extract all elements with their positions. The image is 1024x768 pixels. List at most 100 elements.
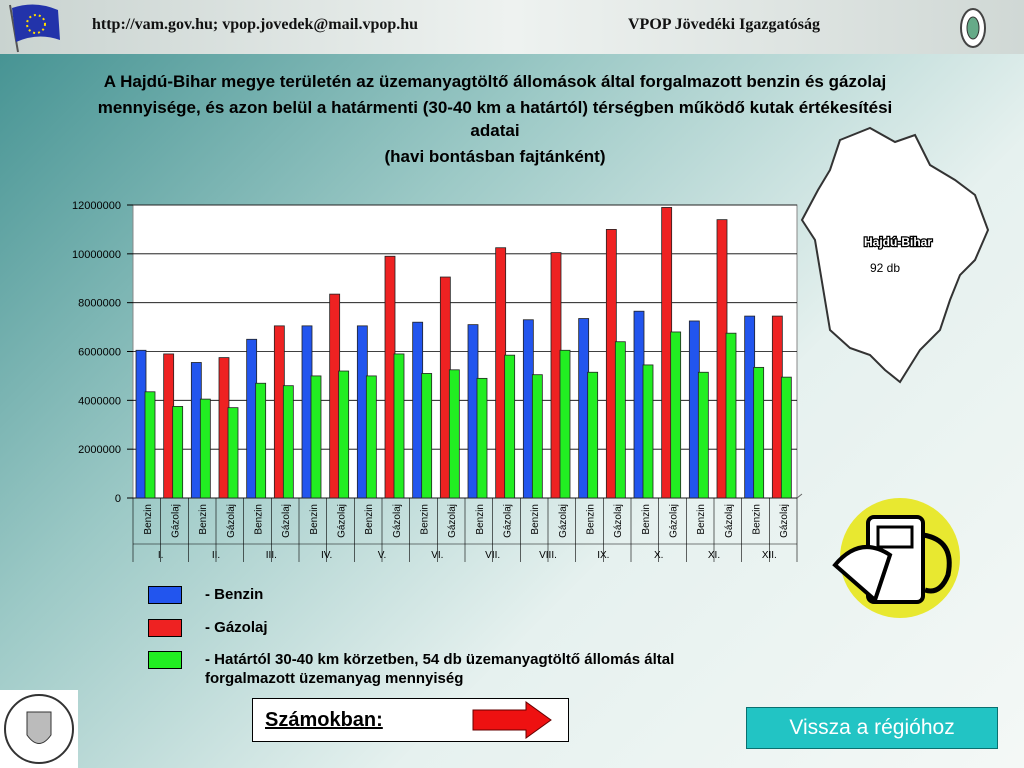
x-tick-label: Gázolaj: [779, 504, 790, 538]
bar: [135, 349, 147, 499]
x-tick-label: Benzin: [420, 504, 431, 535]
y-tick-label: 6000000: [78, 347, 121, 359]
x-tick-label: Benzin: [143, 504, 154, 535]
group-label: X.: [654, 550, 663, 561]
y-tick-label: 8000000: [78, 298, 121, 310]
bar: [144, 391, 156, 499]
bar: [439, 276, 451, 499]
title-line: mennyisége, és azon belül a határmenti (…: [97, 98, 893, 117]
header-org: VPOP Jövedéki Igazgatóság: [628, 16, 820, 33]
bar: [448, 369, 460, 499]
legend-swatch: [148, 586, 182, 604]
x-tick-label: Gázolaj: [337, 504, 348, 538]
bar: [310, 375, 322, 499]
x-tick-label: Gázolaj: [558, 504, 569, 538]
bar: [661, 207, 673, 499]
bar: [393, 353, 405, 499]
bar: [190, 362, 202, 499]
bar: [753, 366, 765, 499]
bar: [688, 320, 700, 499]
bar: [329, 293, 341, 499]
x-tick-label: Benzin: [530, 504, 541, 535]
group-label: VIII.: [539, 550, 557, 561]
bar: [227, 407, 239, 499]
group-label: V.: [378, 550, 387, 561]
x-tick-label: Gázolaj: [669, 504, 680, 538]
header-link: http://vam.gov.hu; vpop.jovedek@mail.vpo…: [92, 16, 419, 33]
bar: [550, 252, 562, 499]
bar: [356, 325, 368, 499]
map-count: 92 db: [870, 261, 900, 275]
bar: [412, 321, 424, 499]
bar: [172, 406, 184, 499]
x-tick-label: Benzin: [198, 504, 209, 535]
bar: [670, 331, 682, 499]
x-tick-label: Benzin: [475, 504, 486, 535]
bar: [301, 325, 313, 499]
x-tick-label: Gázolaj: [724, 504, 735, 538]
chart: 0 2000000 4000000 6000000 8000000 10000000 120…: [72, 200, 803, 562]
bar: [587, 371, 599, 499]
group-label: VI.: [431, 550, 443, 561]
legend-swatch: [148, 651, 182, 669]
bar: [780, 376, 792, 499]
bar: [338, 370, 350, 499]
legend-text: - Határtól 30-40 km körzetben, 54 db üze…: [205, 651, 675, 687]
bar: [504, 354, 516, 499]
bar: [744, 315, 756, 499]
x-tick-label: Benzin: [364, 504, 375, 535]
bar: [495, 247, 507, 499]
arrow[interactable]: [471, 700, 553, 740]
bar: [531, 374, 543, 499]
numbers-label: Számokban:: [265, 709, 383, 731]
bar: [255, 382, 267, 499]
x-tick-label: Gázolaj: [392, 504, 403, 538]
bar: [771, 315, 783, 499]
bar: [365, 375, 377, 499]
eu-flag: [9, 4, 60, 53]
bar: [559, 349, 571, 499]
group-label: III.: [266, 550, 277, 561]
bar: [578, 318, 590, 499]
group-label: XI.: [708, 550, 720, 561]
title-line: adatai: [470, 121, 520, 140]
x-tick-label: Benzin: [309, 504, 320, 535]
group-label: VII.: [485, 550, 500, 561]
anniversary-logo: [0, 690, 78, 768]
bar: [522, 319, 534, 499]
title-line: A Hajdú-Bihar megye területén az üzemany…: [103, 72, 887, 91]
county-map: Hajdú-Bihar 92 db: [800, 126, 990, 384]
group-label: II.: [212, 550, 220, 561]
y-tick-label: 0: [115, 493, 121, 505]
x-tick-label: Benzin: [254, 504, 265, 535]
x-tick-label: Benzin: [696, 504, 707, 535]
bar: [614, 341, 626, 499]
x-tick-label: Benzin: [752, 504, 763, 535]
bar: [421, 373, 433, 499]
bar: [246, 338, 258, 499]
title-line: (havi bontásban fajtánként): [384, 147, 606, 166]
x-tick-label: Gázolaj: [281, 504, 292, 538]
x-tick-label: Benzin: [586, 504, 597, 535]
y-tick-label: 4000000: [78, 395, 121, 407]
group-label: I.: [158, 550, 164, 561]
numbers-box: Számokban:: [252, 698, 569, 742]
y-tick-label: 12000000: [72, 200, 121, 212]
legend-swatch: [148, 619, 182, 637]
bar: [633, 310, 645, 499]
bar: [476, 377, 488, 499]
legend-text: - Benzin: [205, 586, 264, 603]
y-tick-label: 2000000: [78, 444, 121, 456]
legend-text: - Gázolaj: [205, 619, 268, 636]
x-tick-label: Gázolaj: [613, 504, 624, 538]
bar: [467, 324, 479, 499]
bar: [605, 229, 617, 499]
bar: [642, 364, 654, 499]
pump-icon: [832, 498, 960, 618]
map-label: Hajdú-Bihar: [864, 235, 932, 249]
back-button[interactable]: Vissza a régióhoz: [746, 707, 998, 749]
bar: [199, 398, 211, 499]
group-label: XII.: [762, 550, 777, 561]
bar: [716, 219, 728, 499]
group-label: IV.: [321, 550, 332, 561]
